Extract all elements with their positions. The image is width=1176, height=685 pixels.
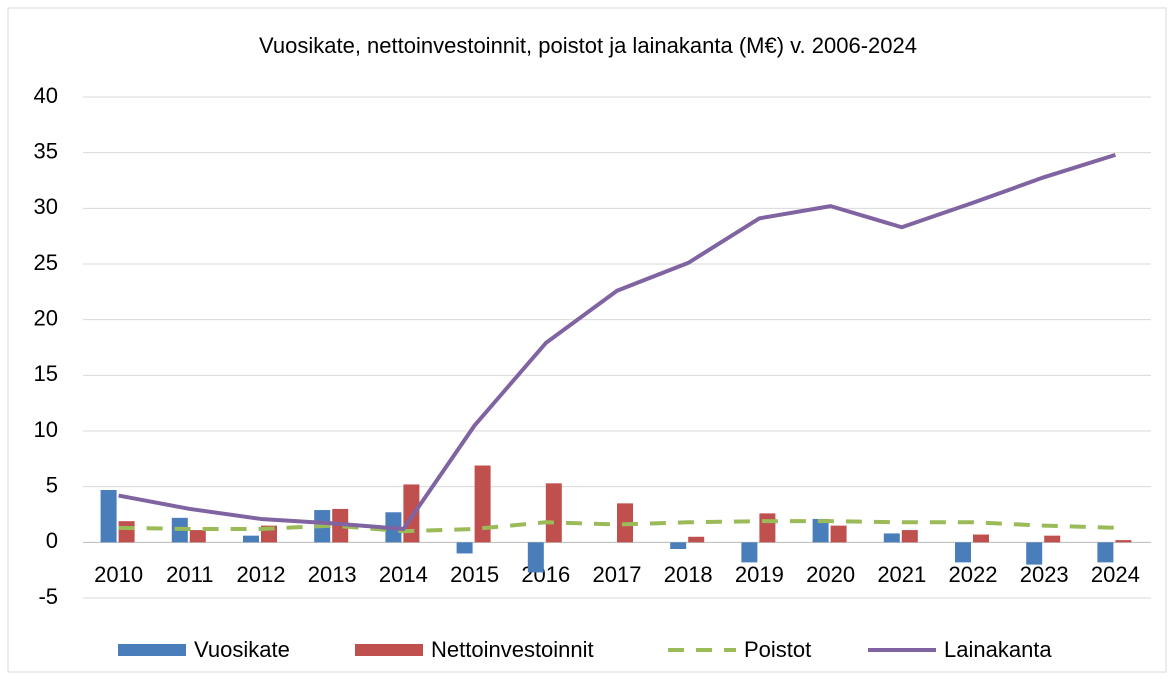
bar [741,542,758,563]
x-tick-label: 2020 [806,562,855,587]
bar [883,533,900,543]
bar [1097,542,1114,563]
bar [118,521,135,543]
legend-label: Lainakanta [944,637,1052,662]
x-tick-label: 2015 [450,562,499,587]
bar [243,535,259,543]
bar [670,542,687,550]
x-tick-label: 2010 [94,562,143,587]
x-tick-label: 2017 [593,562,642,587]
bar [830,525,847,543]
bar [189,530,206,543]
bar [1115,540,1132,543]
bar [955,542,971,563]
chart-border [7,7,1167,673]
x-tick-label: 2019 [735,562,784,587]
legend-label: Nettoinvestoinnit [431,637,594,662]
bar [474,465,491,543]
bar [1044,535,1061,543]
y-tick-label: 15 [34,361,58,386]
x-tick-label: 2013 [308,562,357,587]
bar [100,490,117,543]
y-tick-label: -5 [38,584,58,609]
x-tick-label: 2014 [379,562,428,587]
x-tick-label: 2011 [166,562,213,587]
bar [527,542,544,573]
bar [901,530,918,543]
bar [456,542,473,554]
bar [812,518,829,543]
line [118,152,1116,531]
y-tick-label: 10 [34,417,58,442]
chart-title: Vuosikate, nettoinvestoinnit, poistot ja… [259,33,917,58]
y-tick-label: 0 [46,528,58,553]
y-tick-label: 20 [34,305,58,330]
x-tick-label: 2022 [949,562,998,587]
legend-swatch [118,644,186,656]
y-tick-label: 25 [34,250,58,275]
bar [1026,542,1043,565]
y-tick-label: 30 [34,194,58,219]
x-tick-label: 2021 [877,562,926,587]
bar [688,536,705,543]
bar [973,534,989,543]
bar [403,484,420,543]
x-tick-label: 2018 [664,562,713,587]
y-tick-label: 35 [34,138,58,163]
x-tick-label: 2012 [237,562,286,587]
x-tick-label: 2023 [1020,562,1069,587]
bar [759,513,776,543]
x-tick-label: 2024 [1091,562,1140,587]
legend-label: Vuosikate [194,637,290,662]
legend-swatch [355,644,423,656]
legend-label: Poistot [744,637,811,662]
y-tick-label: 5 [46,472,58,497]
y-tick-label: 40 [34,83,58,108]
bar [545,483,562,543]
